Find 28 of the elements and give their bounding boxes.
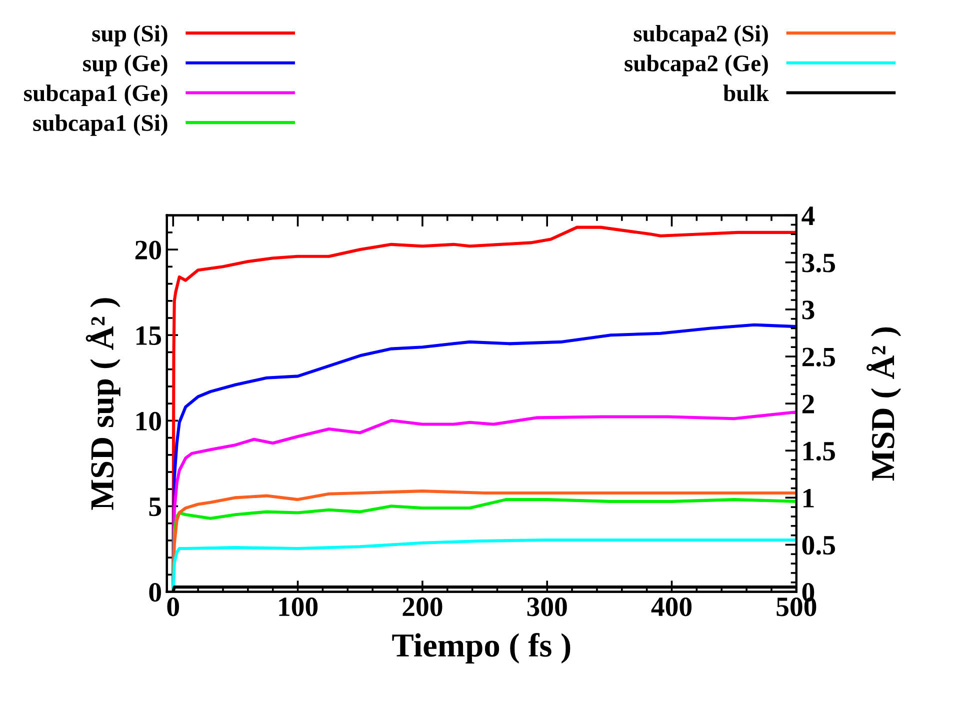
x-tick-label: 0	[167, 597, 180, 616]
legend-label: subcapa1 (Ge)	[24, 84, 168, 106]
y2-tick-label: 3.5	[802, 254, 835, 272]
y-tick-label: 5	[149, 498, 162, 516]
y-tick-label: 20	[135, 240, 161, 260]
y-tick-label: 0	[149, 582, 161, 602]
legend-label: subcapa1 (Si)	[33, 114, 168, 136]
legend-label: subcapa2 (Si)	[634, 24, 768, 46]
y2-tick-label: 4	[802, 206, 815, 225]
y-axis-title: MSD sup ( Å² )	[86, 298, 120, 510]
y-tick-label: 10	[136, 412, 161, 431]
legend-label: subcapa2 (Ge)	[624, 54, 768, 76]
x-tick-label: 100	[279, 597, 318, 616]
x-tick-label: 200	[402, 597, 442, 616]
y2-tick-label: 2	[802, 394, 814, 414]
x-tick-label: 400	[651, 597, 692, 616]
y2-tick-label: 1	[804, 488, 814, 508]
legend-label: sup (Ge)	[83, 54, 168, 76]
legend-label: sup (Si)	[92, 24, 168, 46]
y2-tick-label: 2.5	[802, 348, 835, 367]
legend-label: bulk	[723, 84, 769, 102]
y2-axis-title: MSD ( Å² )	[866, 327, 902, 481]
y2-tick-label: 3	[802, 300, 814, 320]
y2-tick-label: 1.5	[804, 442, 835, 461]
y-tick-label: 15	[136, 326, 162, 346]
y2-tick-label: 0.5	[802, 536, 835, 555]
x-tick-label: 300	[527, 597, 567, 616]
x-axis-title: Tiempo ( fs )	[392, 632, 570, 664]
